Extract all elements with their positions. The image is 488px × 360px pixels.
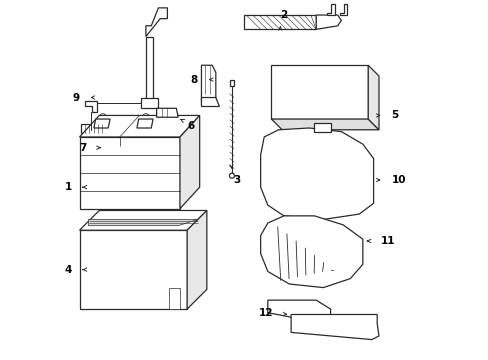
Circle shape bbox=[286, 195, 295, 204]
Circle shape bbox=[327, 154, 336, 163]
Polygon shape bbox=[80, 137, 180, 209]
Circle shape bbox=[305, 152, 315, 161]
Polygon shape bbox=[339, 4, 346, 15]
Polygon shape bbox=[271, 119, 378, 130]
Bar bbox=[81, 125, 102, 134]
Polygon shape bbox=[180, 116, 199, 209]
Polygon shape bbox=[290, 315, 378, 339]
Polygon shape bbox=[88, 220, 198, 226]
Polygon shape bbox=[244, 15, 316, 30]
Polygon shape bbox=[187, 211, 206, 309]
Polygon shape bbox=[201, 98, 219, 107]
Polygon shape bbox=[80, 230, 187, 309]
Circle shape bbox=[292, 85, 300, 92]
Text: 12: 12 bbox=[258, 308, 273, 318]
Polygon shape bbox=[145, 37, 153, 103]
Ellipse shape bbox=[302, 204, 322, 210]
Circle shape bbox=[321, 310, 328, 318]
Text: 9: 9 bbox=[72, 93, 80, 103]
Polygon shape bbox=[201, 65, 215, 105]
Circle shape bbox=[102, 126, 110, 133]
Circle shape bbox=[369, 331, 376, 337]
Polygon shape bbox=[94, 119, 110, 128]
Circle shape bbox=[355, 318, 363, 325]
Text: 4: 4 bbox=[65, 265, 72, 275]
Circle shape bbox=[229, 173, 234, 178]
Text: 2: 2 bbox=[280, 10, 287, 20]
Circle shape bbox=[345, 172, 354, 181]
Polygon shape bbox=[80, 116, 199, 137]
Circle shape bbox=[276, 303, 284, 311]
Text: 7: 7 bbox=[79, 143, 86, 153]
Text: 3: 3 bbox=[233, 175, 241, 185]
Text: 5: 5 bbox=[391, 111, 398, 121]
Circle shape bbox=[142, 114, 149, 121]
Text: 8: 8 bbox=[190, 75, 198, 85]
Circle shape bbox=[281, 175, 290, 185]
Polygon shape bbox=[140, 98, 158, 108]
Text: 11: 11 bbox=[380, 236, 394, 246]
Circle shape bbox=[301, 303, 309, 311]
Circle shape bbox=[302, 174, 311, 183]
Circle shape bbox=[159, 10, 166, 17]
Text: 10: 10 bbox=[391, 175, 405, 185]
Text: 1: 1 bbox=[65, 182, 72, 192]
Polygon shape bbox=[271, 65, 367, 119]
Polygon shape bbox=[156, 108, 178, 117]
Polygon shape bbox=[260, 128, 373, 220]
Circle shape bbox=[324, 174, 333, 183]
Circle shape bbox=[292, 96, 300, 103]
Polygon shape bbox=[85, 101, 97, 112]
Polygon shape bbox=[260, 216, 362, 288]
Polygon shape bbox=[145, 8, 167, 37]
Bar bbox=[229, 80, 234, 86]
Circle shape bbox=[319, 318, 326, 325]
Circle shape bbox=[99, 114, 106, 121]
Ellipse shape bbox=[301, 186, 320, 192]
Polygon shape bbox=[267, 300, 330, 323]
Polygon shape bbox=[326, 4, 334, 15]
Bar bbox=[278, 72, 360, 112]
Circle shape bbox=[284, 154, 293, 163]
Polygon shape bbox=[80, 211, 206, 230]
Text: 6: 6 bbox=[187, 121, 194, 131]
Circle shape bbox=[158, 111, 163, 116]
Circle shape bbox=[307, 196, 317, 205]
Polygon shape bbox=[316, 15, 341, 30]
Polygon shape bbox=[169, 288, 180, 309]
Polygon shape bbox=[137, 119, 153, 128]
Circle shape bbox=[329, 195, 338, 204]
Polygon shape bbox=[367, 65, 378, 130]
Polygon shape bbox=[314, 123, 330, 132]
